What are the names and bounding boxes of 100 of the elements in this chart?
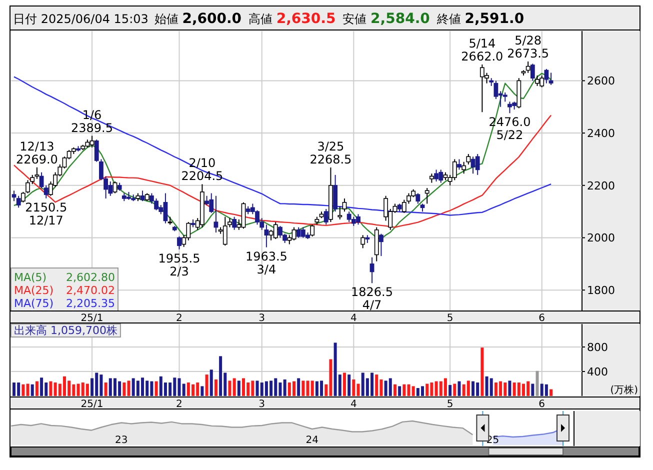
x-tick-label: 2 <box>176 399 182 410</box>
bar <box>480 348 484 396</box>
candlestick <box>429 173 434 184</box>
bar <box>352 379 356 396</box>
bar <box>426 384 429 396</box>
candlestick <box>530 63 535 82</box>
y-tick-label: 2600 <box>587 74 615 88</box>
text: 高値 2,630.5 <box>248 11 336 27</box>
x-tick-label: 5 <box>446 313 454 324</box>
x-tick-label: 4 <box>350 399 357 410</box>
candlestick <box>34 166 40 180</box>
bar <box>490 378 493 396</box>
legend: MA(5) 2,602.80 MA(25) 2,470.02 MA(75) 2,205.35 <box>10 268 118 312</box>
y-tick-label: 2000 <box>587 232 615 245</box>
bar <box>348 374 351 396</box>
y-axis-title: (万株) <box>610 384 638 396</box>
annotation: 1963.5 3/4 <box>245 249 288 276</box>
x-tick-label: 24 <box>306 435 318 446</box>
bar <box>182 384 186 396</box>
bar <box>122 382 126 396</box>
bar <box>86 384 89 396</box>
candlestick <box>44 184 48 199</box>
bar <box>544 384 548 396</box>
text: 終値 2,591.0 <box>436 11 524 27</box>
x-tick-label: 6 <box>538 399 546 410</box>
bar <box>292 381 296 396</box>
annotation: 2/10 2204.5 <box>181 156 224 184</box>
candlestick <box>544 68 549 84</box>
y-tick-label: 400 <box>587 365 608 378</box>
candlestick <box>452 158 457 181</box>
candlestick <box>177 236 182 250</box>
candlestick <box>222 216 228 246</box>
x-tick-label: 3 <box>258 313 266 324</box>
bar <box>356 384 360 396</box>
annotation: 1955.5 2/3 <box>158 251 200 278</box>
bar <box>283 379 286 396</box>
candlestick <box>475 153 480 176</box>
bar <box>49 381 52 396</box>
y-tick-label: 2200 <box>587 179 615 192</box>
bar <box>154 381 158 396</box>
candlestick <box>39 172 44 189</box>
candlestick <box>324 208 328 226</box>
bar <box>393 384 396 396</box>
annotation: 3/25 2268.5 <box>310 139 352 166</box>
bar <box>228 380 232 396</box>
bar <box>375 374 378 396</box>
bar <box>448 384 452 396</box>
candlestick <box>342 198 347 212</box>
bar <box>237 380 240 396</box>
bar <box>508 380 512 396</box>
candlestick <box>548 72 554 86</box>
x-tick-label: 4 <box>350 313 357 324</box>
candlestick <box>466 153 471 165</box>
bar <box>458 381 461 396</box>
bar <box>35 381 38 396</box>
y-tick-label: 1800 <box>587 284 615 298</box>
annotation: 1/6 2389.5 <box>71 108 114 135</box>
bar <box>232 378 236 396</box>
annotation: 1826.5 4/7 <box>351 285 394 312</box>
candlestick <box>494 80 498 100</box>
bar <box>22 384 25 396</box>
text: 始値 2,600.0 <box>154 11 242 27</box>
x-tick-label: 2 <box>176 313 182 324</box>
bar <box>127 380 130 396</box>
bar <box>412 386 415 396</box>
candlestick <box>338 206 342 220</box>
candlestick <box>379 233 384 257</box>
bar <box>200 386 204 396</box>
candlestick <box>457 158 462 170</box>
candlestick <box>333 174 338 212</box>
candlestick <box>214 195 218 233</box>
bar <box>444 378 447 396</box>
x-tick-label: 5 <box>446 399 454 410</box>
bar <box>398 386 402 396</box>
candlestick <box>502 92 508 102</box>
candlestick <box>462 161 466 174</box>
bar <box>310 380 314 396</box>
candlestick <box>370 256 374 284</box>
candlestick <box>526 60 530 74</box>
bar <box>26 384 30 396</box>
x-tick-label: 25/1 <box>80 313 104 324</box>
candlestick <box>20 191 26 203</box>
chart-title: 出来高 1,059,700株 <box>14 324 118 337</box>
bar <box>104 382 108 396</box>
candlestick <box>12 190 16 202</box>
chart-title: 日付 2025/06/04 15:03 <box>13 12 148 26</box>
annotation: 5/14 2662.0 <box>461 36 504 64</box>
candlestick <box>232 216 237 230</box>
candlestick <box>416 192 420 204</box>
text: 安値 2,584.0 <box>342 11 430 27</box>
bar <box>219 356 222 396</box>
bar <box>550 389 553 396</box>
bar <box>40 378 44 396</box>
annotation: 12/13 2269.0 <box>16 139 58 166</box>
y-tick-label: 2400 <box>587 127 615 140</box>
bar <box>402 384 406 396</box>
bar <box>297 378 300 396</box>
candlestick <box>16 195 21 208</box>
bar <box>302 380 305 396</box>
bar <box>30 384 34 396</box>
